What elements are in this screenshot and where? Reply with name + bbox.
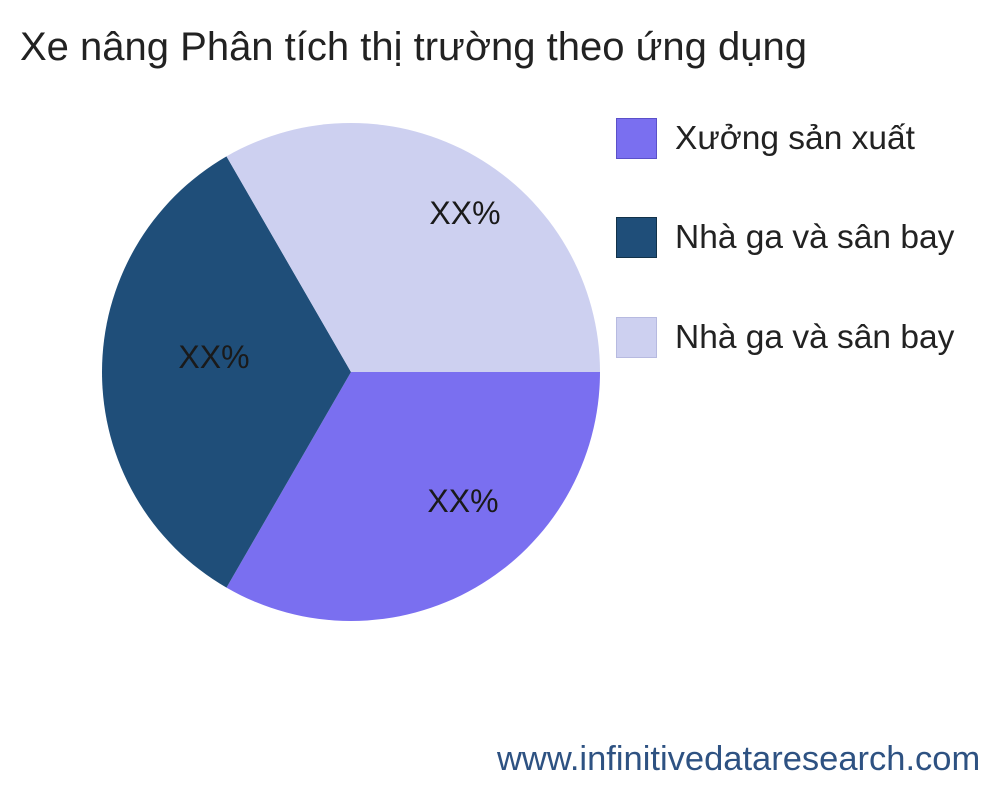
svg-text:XX%: XX% xyxy=(427,483,498,519)
svg-text:XX%: XX% xyxy=(178,339,249,375)
svg-text:XX%: XX% xyxy=(429,195,500,231)
